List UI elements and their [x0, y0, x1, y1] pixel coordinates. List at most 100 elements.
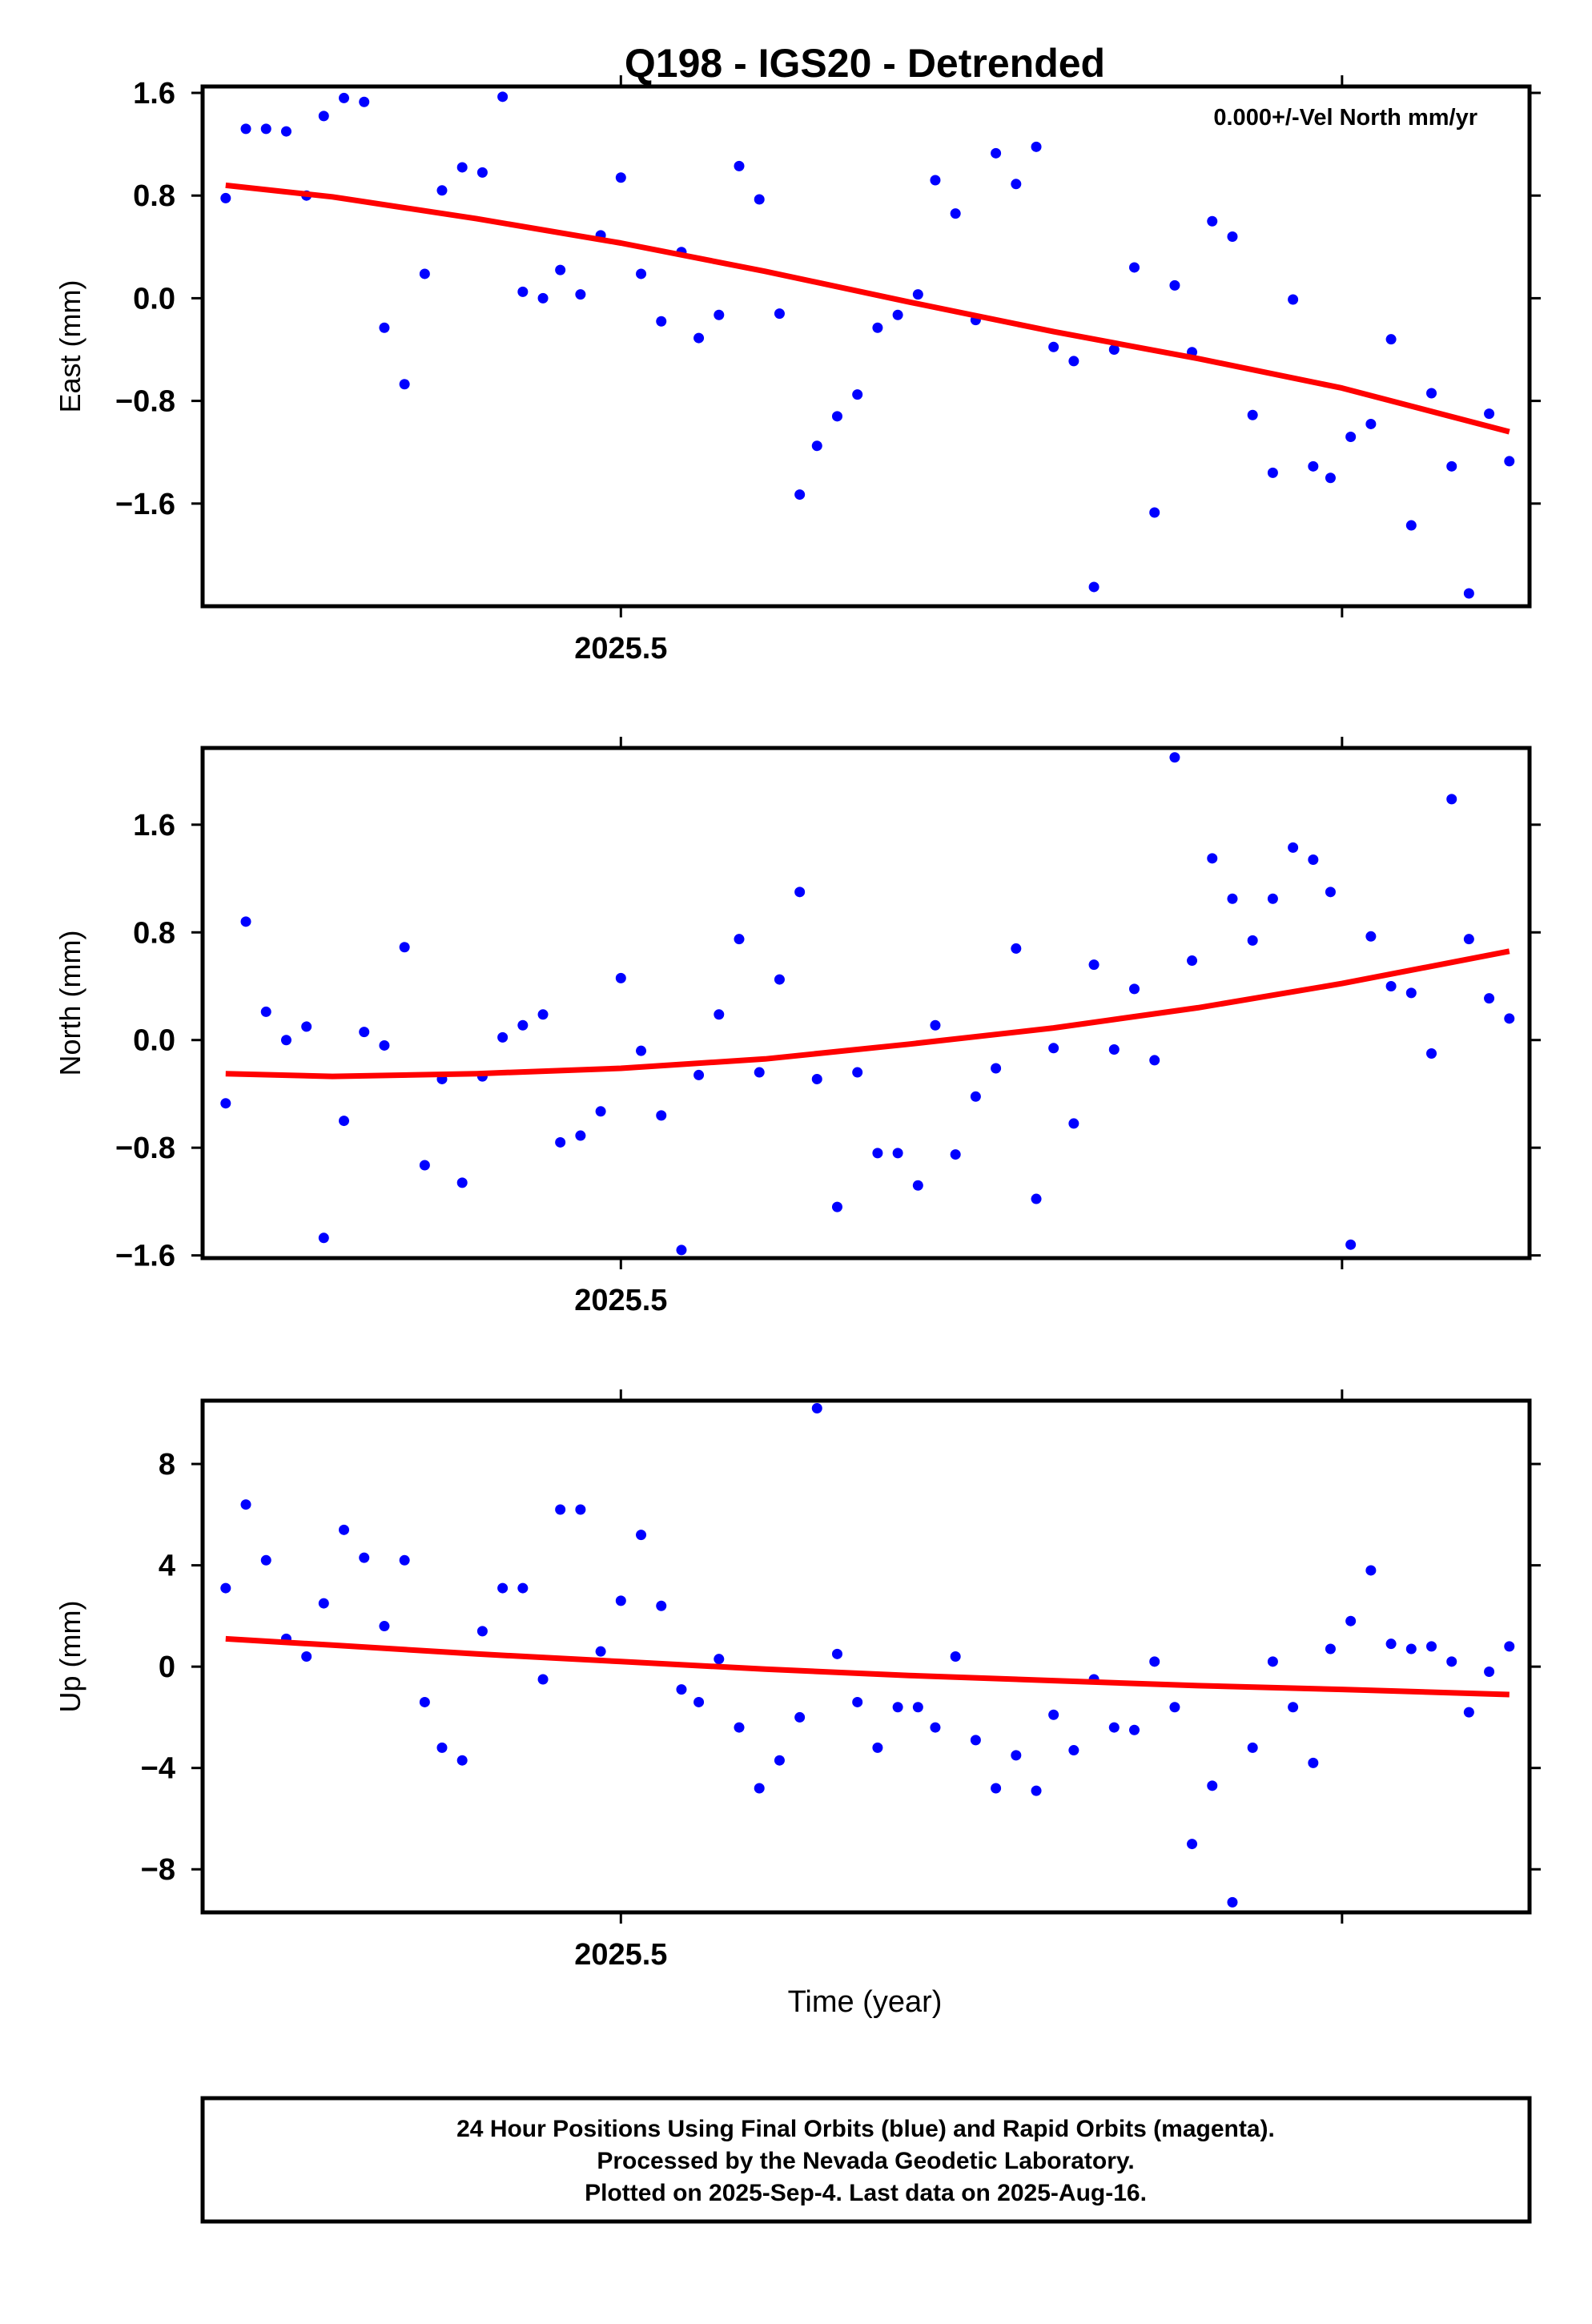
data-point	[950, 1651, 961, 1662]
data-point	[892, 1702, 903, 1713]
data-point	[754, 194, 765, 205]
data-point	[260, 1554, 271, 1566]
data-point	[220, 192, 231, 203]
data-point	[912, 1180, 923, 1191]
data-point	[1345, 1615, 1357, 1626]
data-point	[1129, 1724, 1140, 1735]
data-point	[852, 1696, 863, 1707]
data-point	[240, 123, 251, 135]
velocity-annotation: 0.000+/-Vel North mm/yr	[1213, 105, 1477, 131]
data-point	[1247, 1742, 1258, 1753]
data-point	[1031, 141, 1042, 152]
data-point	[912, 1702, 923, 1713]
data-point	[497, 1031, 509, 1043]
data-point	[280, 126, 291, 137]
data-point	[1068, 356, 1079, 367]
data-point	[419, 1696, 430, 1707]
data-layer	[220, 752, 1515, 1256]
data-point	[497, 1582, 509, 1594]
footer-box: 24 Hour Positions Using Final Orbits (bl…	[200, 2096, 1532, 2224]
data-point	[517, 1582, 529, 1594]
data-point	[595, 1106, 606, 1117]
y-tick-label: 4	[159, 1550, 175, 1583]
data-point	[1345, 431, 1357, 442]
data-point	[575, 289, 586, 300]
data-point	[970, 1735, 981, 1746]
data-point	[1463, 934, 1474, 945]
data-point	[1108, 344, 1120, 356]
data-point	[575, 1504, 586, 1515]
data-point	[1011, 179, 1022, 190]
data-point	[930, 1019, 941, 1031]
x-axis-label: Time (year)	[788, 1985, 943, 2019]
data-point	[950, 1149, 961, 1160]
data-point	[714, 1654, 725, 1665]
data-point	[1227, 1896, 1238, 1908]
data-point	[1426, 388, 1437, 399]
plot-frame	[200, 1398, 1532, 1915]
data-point	[318, 1232, 329, 1244]
data-point	[436, 185, 448, 196]
data-point	[497, 91, 509, 103]
data-point	[1267, 893, 1278, 904]
data-point	[676, 1684, 687, 1695]
data-point	[1031, 1193, 1042, 1204]
data-point	[1267, 467, 1278, 478]
data-point	[734, 160, 745, 171]
data-point	[831, 411, 842, 422]
data-point	[1207, 1780, 1218, 1791]
y-tick-label: 0.0	[133, 1024, 175, 1058]
y-tick-label: 8	[159, 1448, 175, 1482]
data-point	[1088, 959, 1100, 971]
data-point	[1504, 1641, 1515, 1652]
fit-line	[225, 182, 1510, 435]
data-point	[615, 172, 626, 183]
data-point	[892, 1148, 903, 1159]
data-point	[811, 1402, 822, 1413]
data-point	[1048, 341, 1059, 352]
data-point	[1129, 262, 1140, 273]
data-point	[537, 292, 549, 304]
y-tick-label: −0.8	[115, 385, 175, 419]
data-point	[220, 1582, 231, 1594]
y-tick-label: 0.8	[133, 916, 175, 950]
data-point	[240, 916, 251, 927]
data-point	[1484, 408, 1495, 420]
data-point	[339, 92, 350, 103]
data-point	[1446, 794, 1457, 805]
data-point	[379, 1039, 390, 1051]
data-point	[399, 942, 410, 953]
data-point	[1187, 1839, 1198, 1850]
data-point	[811, 1073, 822, 1084]
data-point	[1048, 1709, 1059, 1720]
data-point	[930, 1722, 941, 1733]
data-point	[339, 1116, 350, 1127]
data-point	[1187, 955, 1198, 967]
data-point	[1149, 507, 1160, 518]
footer-line-2: Processed by the Nevada Geodetic Laborat…	[597, 2148, 1134, 2174]
data-point	[301, 1651, 312, 1662]
data-point	[991, 1063, 1002, 1074]
y-tick-label: 1.6	[133, 809, 175, 842]
panels: 1.6 0.8 0.0 −0.8 −1.6 2025.5 East (mm) 0.000+/-…	[54, 75, 1541, 1972]
data-point	[693, 332, 705, 344]
data-point	[970, 1091, 981, 1102]
y-tick-label: −0.8	[115, 1132, 175, 1165]
data-point	[575, 1130, 586, 1141]
data-point	[537, 1674, 549, 1685]
data-point	[831, 1201, 842, 1212]
data-point	[1068, 1745, 1079, 1756]
data-point	[1325, 1643, 1336, 1655]
data-point	[1463, 588, 1474, 599]
data-point	[754, 1783, 765, 1794]
chart-title: Q198 - IGS20 - Detrended	[625, 41, 1105, 86]
data-point	[794, 489, 806, 501]
data-point	[476, 167, 488, 178]
data-point	[359, 1552, 370, 1563]
data-point	[852, 1067, 863, 1078]
data-point	[1088, 581, 1100, 593]
data-point	[318, 111, 329, 122]
data-point	[774, 1755, 785, 1766]
data-point	[656, 316, 667, 327]
